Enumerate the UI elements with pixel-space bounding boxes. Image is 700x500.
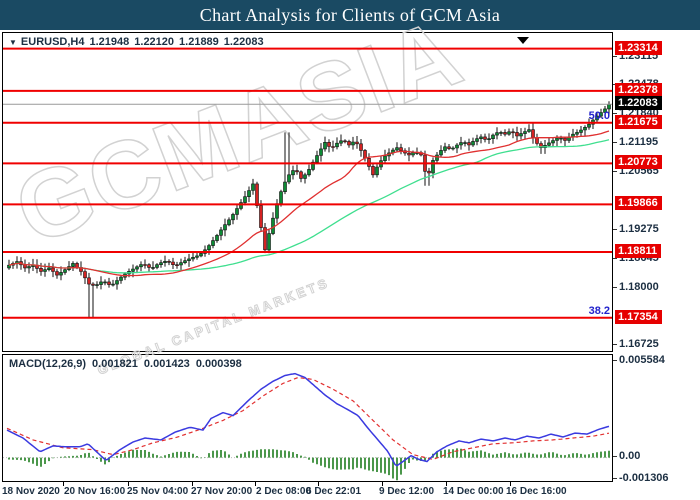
macd-canvas[interactable] — [3, 355, 612, 481]
time-label: 9 Dec 12:00 — [379, 486, 435, 497]
ohlc-high: 1.22120 — [134, 36, 175, 48]
time-tick — [446, 482, 447, 486]
price-chart-canvas[interactable] — [3, 33, 612, 351]
price-level-badge: 1.22378 — [615, 82, 662, 97]
macd-value-main: 0.001821 — [92, 358, 138, 370]
time-tick — [128, 482, 129, 486]
chart-header: ▼ EURUSD,H4 1.21948 1.22120 1.21889 1.22083 — [9, 36, 269, 48]
price-level-badge: 1.21675 — [615, 114, 662, 129]
time-label: 27 Nov 20:00 — [191, 486, 253, 497]
current-price-badge: 1.22083 — [615, 96, 662, 111]
price-level-badge: 1.19866 — [615, 196, 662, 211]
title-bar: Chart Analysis for Clients of GCM Asia — [0, 0, 700, 30]
macd-panel[interactable]: MACD(12,26,9) 0.001821 0.001423 0.000398 — [2, 354, 613, 482]
time-tick — [63, 482, 64, 486]
time-axis: 18 Nov 2020 20 Nov 16:00 25 Nov 04:00 27 No… — [0, 482, 700, 500]
candles-bullish — [7, 104, 611, 286]
price-level-badge: 1.17354 — [615, 309, 662, 324]
time-tick — [318, 482, 319, 486]
macd-value-signal: 0.001423 — [143, 358, 190, 370]
price-tick: 1.18000 — [613, 280, 659, 293]
time-tick — [382, 482, 383, 486]
time-tick — [510, 482, 511, 486]
price-level-badge: 1.23314 — [615, 40, 662, 55]
main-chart[interactable]: GCMASIA GLOBAL CAPITAL MARKETS ▼ EURUSD,H… — [1, 0, 613, 378]
candles-bearish — [19, 129, 567, 286]
macd-value-histogram: 0.000398 — [195, 358, 242, 370]
time-label: 6 Dec 22:01 — [306, 486, 362, 497]
time-tick — [255, 482, 256, 486]
arrow-marker-icon — [517, 37, 529, 44]
price-level-badge: 1.20773 — [615, 155, 662, 170]
price-tick: 1.16725 — [613, 338, 659, 351]
time-tick — [192, 482, 193, 486]
ohlc-close: 1.22083 — [223, 36, 264, 48]
time-label: 18 Nov 2020 — [2, 486, 60, 497]
ohlc-low: 1.21889 — [179, 36, 219, 48]
macd-header: MACD(12,26,9) 0.001821 0.001423 0.000398 — [9, 358, 248, 370]
ohlc-open: 1.21948 — [89, 36, 130, 48]
macd-signal-line — [6, 377, 610, 461]
macd-axis-label: 0.00 — [612, 449, 641, 462]
fib-label: 50.0 — [588, 109, 610, 122]
ma-fast-line — [8, 130, 610, 277]
time-label: 2 Dec 08:00 — [256, 486, 312, 497]
candle-wicks — [8, 101, 610, 318]
time-label: 16 Dec 16:00 — [506, 486, 567, 497]
macd-axis-label: -0.001306 — [613, 471, 669, 484]
symbol-expander-icon[interactable]: ▼ — [9, 38, 17, 47]
fib-label: 38.2 — [588, 304, 610, 317]
time-label: 20 Nov 16:00 — [64, 486, 126, 497]
macd-main-line — [6, 372, 610, 467]
macd-axis-label: 0.005584 — [613, 353, 665, 366]
price-tick: 1.21195 — [612, 136, 659, 149]
price-tick: 1.19275 — [613, 223, 659, 236]
time-label: 25 Nov 04:00 — [127, 486, 189, 497]
macd-histogram — [8, 448, 610, 481]
macd-name: MACD(12,26,9) — [9, 358, 87, 370]
price-axis: 1.231151.224781.218401.211951.205651.192… — [612, 32, 700, 484]
page-title: Chart Analysis for Clients of GCM Asia — [199, 4, 501, 25]
time-label: 14 Dec 00:00 — [443, 486, 504, 497]
ma-slow-line — [8, 139, 610, 274]
symbol-label: EURUSD,H4 — [20, 36, 85, 48]
price-level-badge: 1.18811 — [615, 244, 662, 259]
